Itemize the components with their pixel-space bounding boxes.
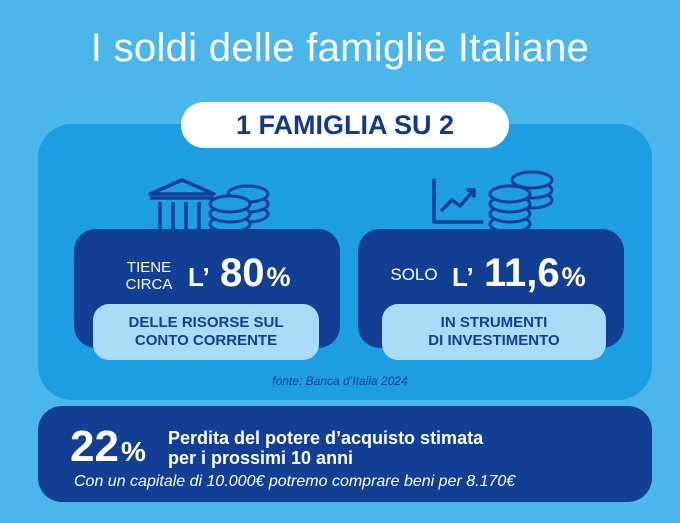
left-prefix-line2: CIRCA bbox=[125, 276, 173, 293]
right-subtitle: IN STRUMENTI DI INVESTIMENTO bbox=[382, 304, 606, 360]
right-l-mark: L’ bbox=[452, 262, 474, 292]
right-sub-line2: DI INVESTIMENTO bbox=[428, 332, 560, 349]
bottom-label: Perdita del potere d’acquisto stimata pe… bbox=[168, 428, 483, 468]
bottom-note: Con un capitale di 10.000€ potremo compr… bbox=[74, 473, 516, 490]
right-number: 11,6 bbox=[484, 251, 560, 295]
left-percentage: 80% bbox=[220, 251, 291, 296]
bottom-percent-sign: % bbox=[120, 436, 146, 467]
left-sub-line1: DELLE RISORSE SUL bbox=[128, 314, 284, 331]
bottom-label-line2: per i prossimi 10 anni bbox=[168, 448, 354, 468]
bottom-banner bbox=[38, 406, 652, 502]
bottom-percentage: 22% bbox=[70, 422, 146, 472]
left-number: 80 bbox=[220, 251, 265, 295]
left-percent-sign: % bbox=[266, 262, 291, 292]
left-prefix-line1: TIENE bbox=[126, 259, 172, 276]
left-l-mark: L’ bbox=[188, 262, 210, 292]
bottom-number: 22 bbox=[70, 422, 119, 471]
right-percent-sign: % bbox=[561, 262, 586, 292]
source-note: fonte: Banca d’Italia 2024 bbox=[272, 374, 408, 388]
left-subtitle: DELLE RISORSE SUL CONTO CORRENTE bbox=[93, 304, 319, 360]
right-prefix: SOLO bbox=[390, 265, 438, 284]
bottom-label-line1: Perdita del potere d’acquisto stimata bbox=[168, 428, 484, 448]
right-percentage: 11,6% bbox=[484, 251, 586, 296]
left-sub-line2: CONTO CORRENTE bbox=[134, 332, 278, 349]
chart-coins-icon bbox=[432, 170, 554, 234]
headline-badge: 1 FAMIGLIA SU 2 bbox=[181, 102, 509, 148]
page-title: I soldi delle famiglie Italiane bbox=[90, 26, 590, 70]
left-prefix: TIENE CIRCA bbox=[114, 259, 184, 293]
right-sub-line1: IN STRUMENTI bbox=[440, 314, 548, 331]
